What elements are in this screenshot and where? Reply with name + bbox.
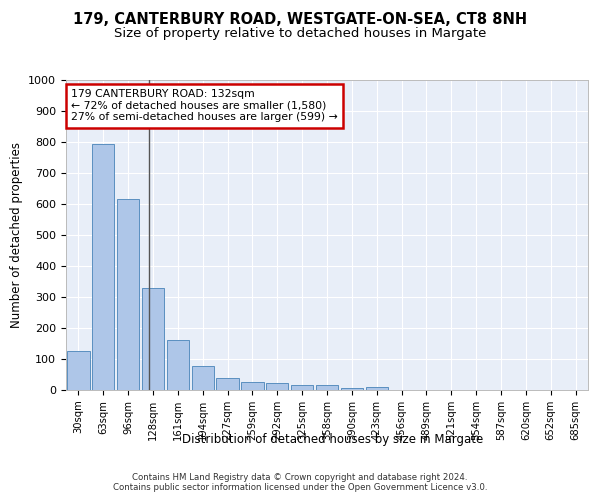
Bar <box>217 378 239 390</box>
Bar <box>365 387 388 390</box>
Bar <box>117 200 139 390</box>
Bar <box>266 383 289 390</box>
Bar <box>142 288 164 390</box>
Bar <box>191 366 214 390</box>
Text: Contains HM Land Registry data © Crown copyright and database right 2024.
Contai: Contains HM Land Registry data © Crown c… <box>113 473 487 492</box>
Y-axis label: Number of detached properties: Number of detached properties <box>10 142 23 328</box>
Text: 179 CANTERBURY ROAD: 132sqm
← 72% of detached houses are smaller (1,580)
27% of : 179 CANTERBURY ROAD: 132sqm ← 72% of det… <box>71 90 338 122</box>
Text: Size of property relative to detached houses in Margate: Size of property relative to detached ho… <box>114 28 486 40</box>
Bar <box>92 144 115 390</box>
Text: Distribution of detached houses by size in Margate: Distribution of detached houses by size … <box>182 432 484 446</box>
Bar <box>341 388 363 390</box>
Text: 179, CANTERBURY ROAD, WESTGATE-ON-SEA, CT8 8NH: 179, CANTERBURY ROAD, WESTGATE-ON-SEA, C… <box>73 12 527 28</box>
Bar <box>316 386 338 390</box>
Bar <box>167 340 189 390</box>
Bar <box>241 382 263 390</box>
Bar <box>291 386 313 390</box>
Bar <box>67 351 89 390</box>
